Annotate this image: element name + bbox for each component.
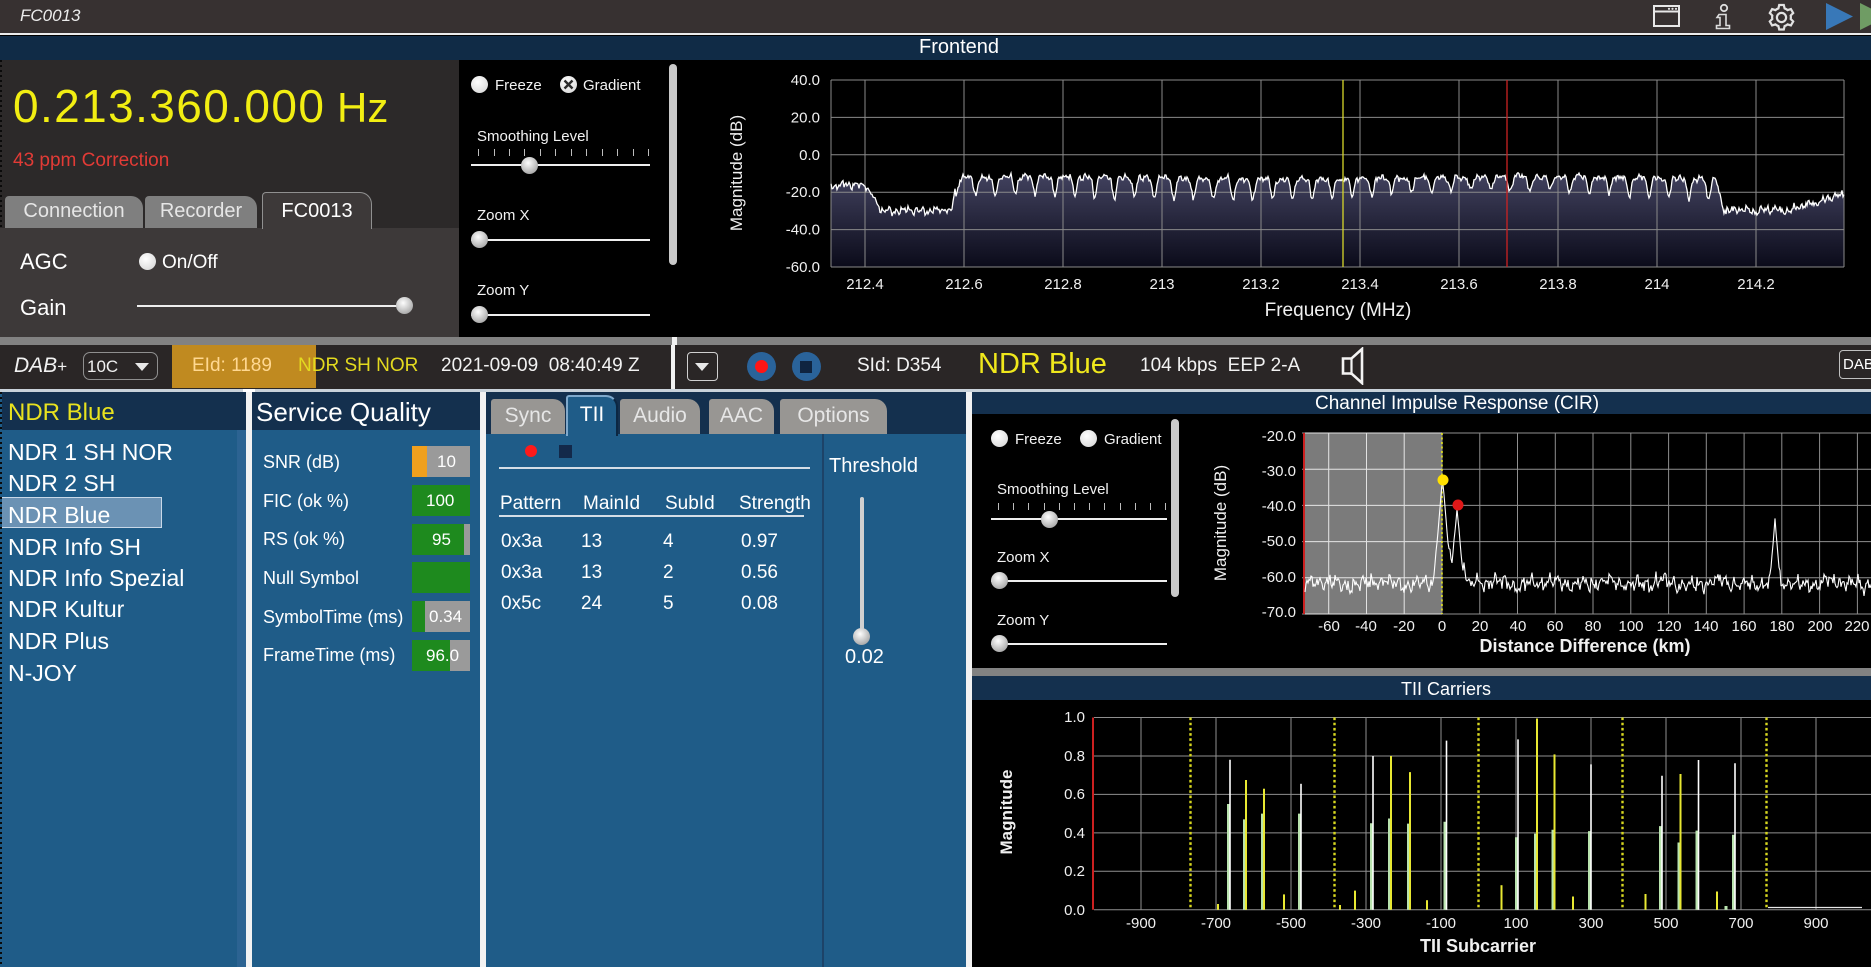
svg-text:0.6: 0.6	[1064, 786, 1085, 803]
svg-text:-20: -20	[1393, 618, 1415, 635]
svg-text:-40: -40	[1355, 618, 1377, 635]
svg-text:140: 140	[1693, 618, 1718, 635]
svg-text:0.0: 0.0	[799, 147, 820, 164]
svg-text:214: 214	[1644, 276, 1669, 293]
svg-text:0.2: 0.2	[1064, 863, 1085, 880]
svg-text:0.0: 0.0	[1064, 902, 1085, 919]
svg-text:60: 60	[1547, 618, 1564, 635]
svg-text:Magnitude (dB): Magnitude (dB)	[727, 115, 746, 231]
svg-text:500: 500	[1653, 915, 1678, 932]
svg-text:213: 213	[1149, 276, 1174, 293]
svg-text:200: 200	[1807, 618, 1832, 635]
svg-text:Frequency (MHz): Frequency (MHz)	[1265, 300, 1412, 321]
svg-text:1.0: 1.0	[1064, 709, 1085, 726]
svg-text:-500: -500	[1276, 915, 1306, 932]
svg-text:214.2: 214.2	[1737, 276, 1775, 293]
svg-text:-40.0: -40.0	[786, 222, 820, 239]
svg-text:160: 160	[1731, 618, 1756, 635]
svg-text:700: 700	[1728, 915, 1753, 932]
svg-text:-70.0: -70.0	[1262, 604, 1296, 621]
svg-text:-700: -700	[1201, 915, 1231, 932]
svg-text:-900: -900	[1126, 915, 1156, 932]
svg-text:-20.0: -20.0	[1262, 428, 1296, 445]
svg-text:Distance Difference (km): Distance Difference (km)	[1479, 636, 1690, 656]
svg-text:Magnitude: Magnitude	[997, 770, 1016, 855]
svg-text:212.8: 212.8	[1044, 276, 1082, 293]
svg-text:212.6: 212.6	[945, 276, 983, 293]
svg-text:20.0: 20.0	[791, 109, 820, 126]
svg-text:40.0: 40.0	[791, 72, 820, 89]
svg-text:0.4: 0.4	[1064, 825, 1085, 842]
svg-text:-20.0: -20.0	[786, 184, 820, 201]
svg-text:-60.0: -60.0	[786, 259, 820, 276]
svg-text:100: 100	[1618, 618, 1643, 635]
svg-text:-50.0: -50.0	[1262, 533, 1296, 550]
svg-text:-30.0: -30.0	[1262, 463, 1296, 480]
svg-text:213.6: 213.6	[1440, 276, 1478, 293]
svg-text:-100: -100	[1426, 915, 1456, 932]
svg-text:213.8: 213.8	[1539, 276, 1577, 293]
svg-text:900: 900	[1803, 915, 1828, 932]
svg-text:-60.0: -60.0	[1262, 569, 1296, 586]
svg-text:213.2: 213.2	[1242, 276, 1280, 293]
svg-text:40: 40	[1510, 618, 1527, 635]
svg-text:0.8: 0.8	[1064, 748, 1085, 765]
svg-text:-40.0: -40.0	[1262, 498, 1296, 515]
svg-text:-300: -300	[1351, 915, 1381, 932]
svg-text:80: 80	[1585, 618, 1602, 635]
svg-text:300: 300	[1578, 915, 1603, 932]
svg-text:-60: -60	[1318, 618, 1340, 635]
svg-text:20: 20	[1472, 618, 1489, 635]
svg-text:180: 180	[1769, 618, 1794, 635]
svg-text:120: 120	[1656, 618, 1681, 635]
svg-text:213.4: 213.4	[1341, 276, 1379, 293]
svg-text:220: 220	[1844, 618, 1869, 635]
svg-text:TII Subcarrier: TII Subcarrier	[1420, 936, 1536, 956]
svg-text:100: 100	[1503, 915, 1528, 932]
svg-text:0: 0	[1438, 618, 1446, 635]
svg-text:212.4: 212.4	[846, 276, 884, 293]
svg-text:Magnitude (dB): Magnitude (dB)	[1211, 465, 1230, 581]
